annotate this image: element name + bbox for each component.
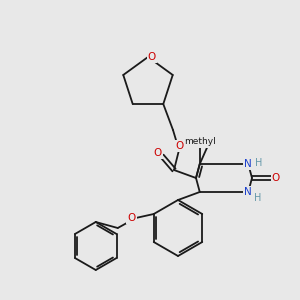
Text: H: H <box>254 193 261 203</box>
Text: H: H <box>255 158 262 168</box>
Text: methyl: methyl <box>184 137 216 146</box>
Text: O: O <box>128 213 136 223</box>
Text: O: O <box>176 141 184 151</box>
Text: O: O <box>148 52 156 62</box>
Text: methyl: methyl <box>202 140 207 141</box>
Text: O: O <box>154 148 162 158</box>
Text: O: O <box>272 173 280 183</box>
Text: N: N <box>244 159 252 169</box>
Text: N: N <box>244 187 252 197</box>
